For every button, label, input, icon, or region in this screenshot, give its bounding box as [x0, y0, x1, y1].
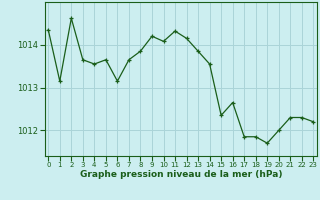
X-axis label: Graphe pression niveau de la mer (hPa): Graphe pression niveau de la mer (hPa): [80, 170, 282, 179]
